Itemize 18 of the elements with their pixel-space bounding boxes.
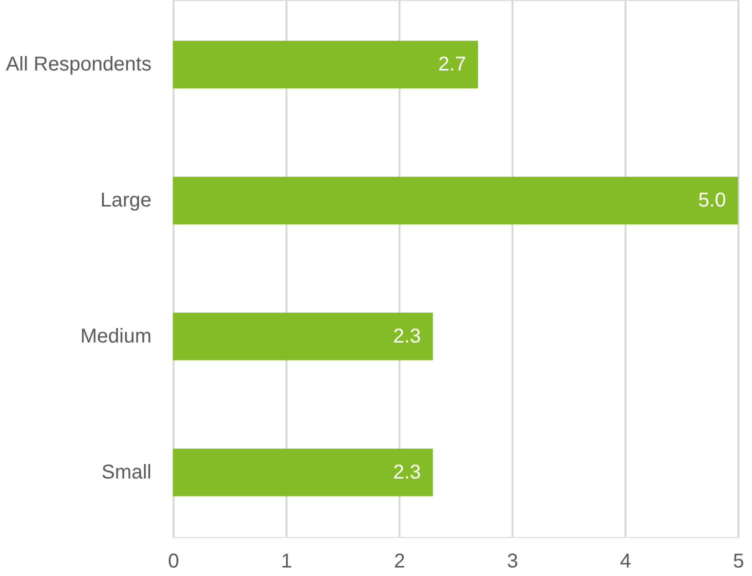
x-tick-label: 0 <box>168 550 180 572</box>
data-label: 2.3 <box>393 325 421 348</box>
y-tick-label: Large <box>100 190 152 212</box>
y-tick-label: Small <box>101 461 152 484</box>
y-tick-label: Medium <box>80 325 152 348</box>
data-label: 2.7 <box>438 54 466 76</box>
data-label: 5.0 <box>698 190 726 212</box>
bar <box>173 312 433 360</box>
bar <box>173 448 433 496</box>
x-tick-label: 4 <box>620 550 632 572</box>
bar <box>173 176 738 224</box>
x-tick-label: 5 <box>732 550 744 572</box>
y-tick-label: All Respondents <box>6 54 152 76</box>
x-tick-label: 1 <box>280 550 292 572</box>
bar <box>173 40 478 88</box>
x-tick-label: 2 <box>394 550 406 572</box>
data-label: 2.3 <box>393 461 421 484</box>
x-tick-label: 3 <box>506 550 518 572</box>
